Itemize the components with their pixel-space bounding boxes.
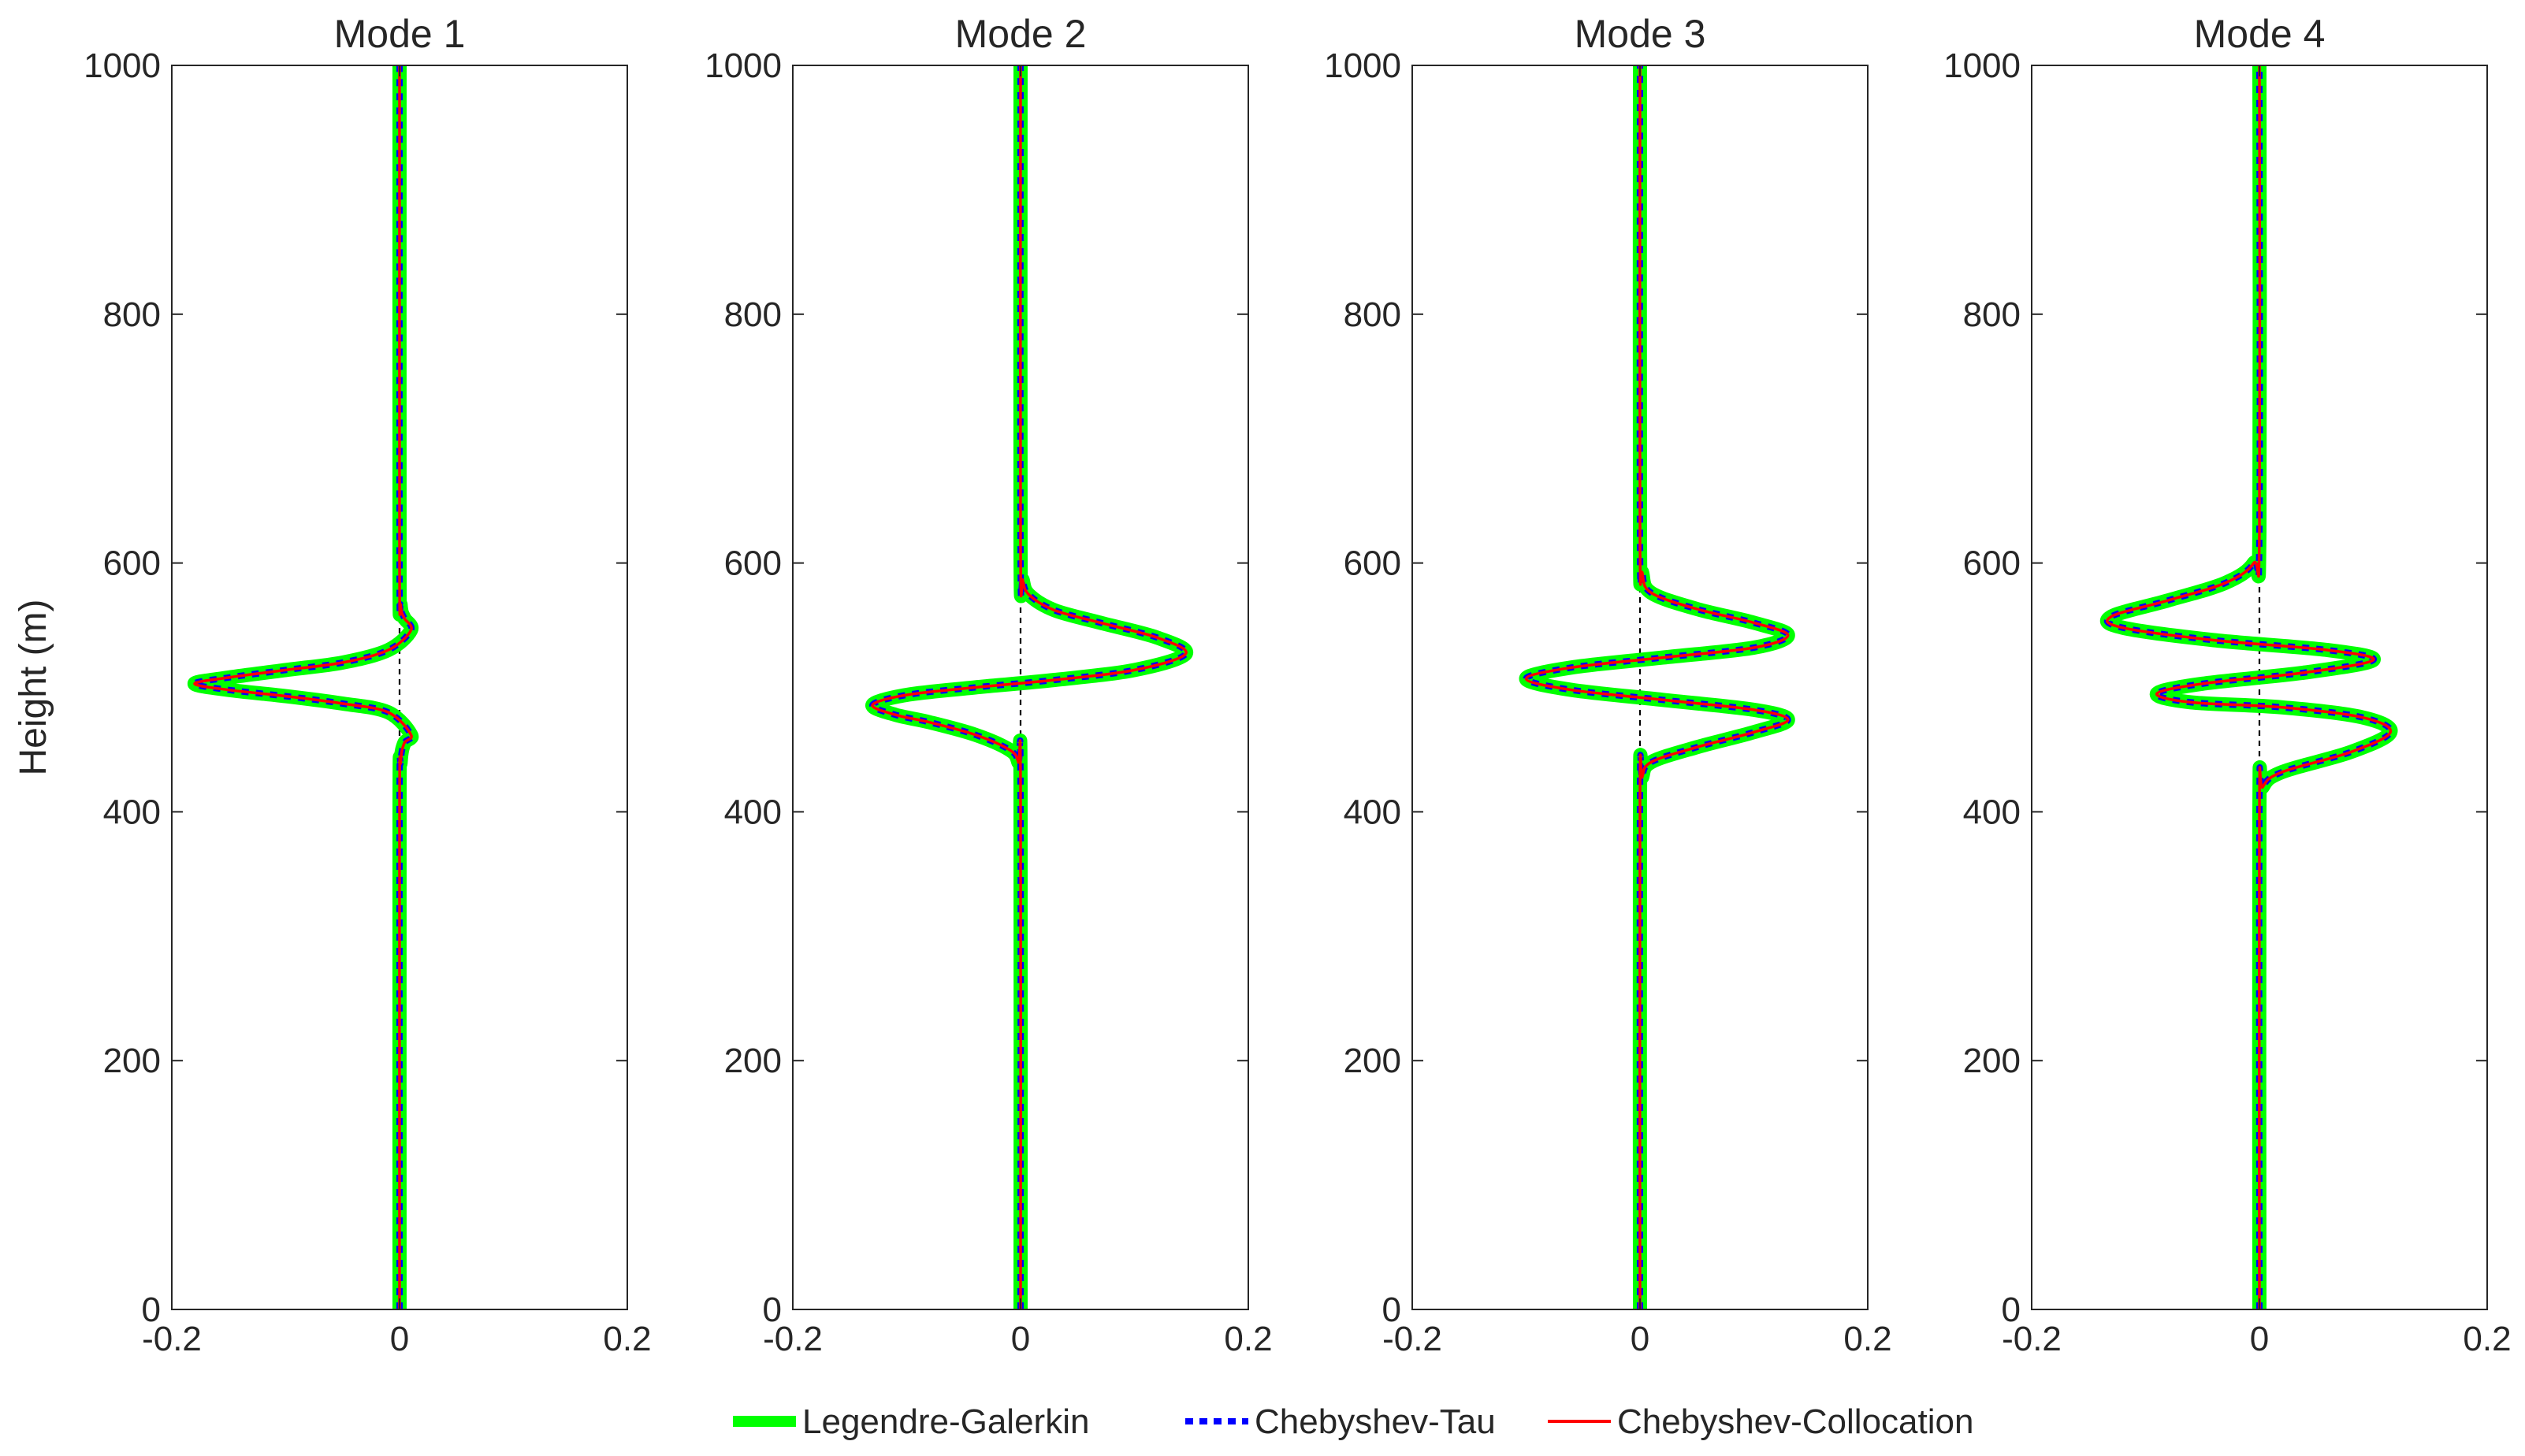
y-tick-label: 200 <box>103 1042 161 1080</box>
y-tick-label: 800 <box>1344 295 1401 334</box>
x-tick-label: 0.2 <box>2463 1320 2511 1358</box>
y-tick-label: 200 <box>1963 1042 2021 1080</box>
y-tick-label: 600 <box>103 544 161 583</box>
panel-title: Mode 1 <box>334 12 466 56</box>
series-line-legendre-galerkin <box>2099 65 2398 1310</box>
x-tick-label: 0 <box>1011 1320 1030 1358</box>
y-tick-label: 800 <box>724 295 782 334</box>
x-tick-label: -0.2 <box>763 1320 823 1358</box>
y-tick-label: 400 <box>1963 793 2021 831</box>
legend-label: Chebyshev-Tau <box>1255 1402 1496 1441</box>
legend: Legendre-Galerkin Chebyshev-Tau Chebyshev-… <box>733 1402 1973 1441</box>
y-tick-label: 800 <box>1963 295 2021 334</box>
series-line-chebyshev-collocation <box>871 65 1188 1310</box>
x-tick-label: 0.2 <box>1224 1320 1272 1358</box>
x-tick-label: -0.2 <box>2002 1320 2062 1358</box>
y-tick-label: 800 <box>103 295 161 334</box>
x-tick-label: 0 <box>2250 1320 2269 1358</box>
series-line-legendre-galerkin <box>865 65 1194 1310</box>
y-tick-label: 600 <box>1963 544 2021 583</box>
y-tick-label: 0 <box>142 1291 161 1329</box>
legend-label: Legendre-Galerkin <box>802 1402 1089 1441</box>
panel-title: Mode 4 <box>2194 12 2326 56</box>
panel-title: Mode 2 <box>955 12 1087 56</box>
y-tick-label: 400 <box>724 793 782 831</box>
y-tick-label: 0 <box>2002 1291 2021 1329</box>
y-tick-label: 0 <box>763 1291 782 1329</box>
x-tick-label: -0.2 <box>1382 1320 1442 1358</box>
y-tick-label: 1000 <box>705 46 782 85</box>
y-tick-label: 600 <box>724 544 782 583</box>
panel-title: Mode 3 <box>1575 12 1706 56</box>
series-line-chebyshev-tau <box>1523 65 1791 1310</box>
y-tick-label: 200 <box>1344 1042 1401 1080</box>
x-tick-label: 0 <box>1631 1320 1649 1358</box>
x-tick-label: -0.2 <box>142 1320 202 1358</box>
series-line-legendre-galerkin <box>187 65 419 1310</box>
series-line-chebyshev-collocation <box>2106 65 2393 1310</box>
y-axis-label: Height (m) <box>13 599 54 775</box>
x-tick-label: 0 <box>390 1320 409 1358</box>
y-tick-label: 1000 <box>1943 46 2021 85</box>
y-tick-label: 1000 <box>84 46 161 85</box>
legend-label: Chebyshev-Collocation <box>1617 1402 1973 1441</box>
series-line-chebyshev-collocation <box>193 65 413 1310</box>
x-tick-label: 0.2 <box>1843 1320 1891 1358</box>
x-tick-label: 0.2 <box>603 1320 651 1358</box>
y-tick-label: 600 <box>1344 544 1401 583</box>
y-tick-label: 400 <box>1344 793 1401 831</box>
y-tick-label: 200 <box>724 1042 782 1080</box>
y-tick-label: 400 <box>103 793 161 831</box>
series-line-chebyshev-tau <box>2103 65 2394 1310</box>
y-tick-label: 0 <box>1382 1291 1401 1329</box>
series-line-chebyshev-collocation <box>1524 65 1790 1310</box>
y-tick-label: 1000 <box>1324 46 1401 85</box>
